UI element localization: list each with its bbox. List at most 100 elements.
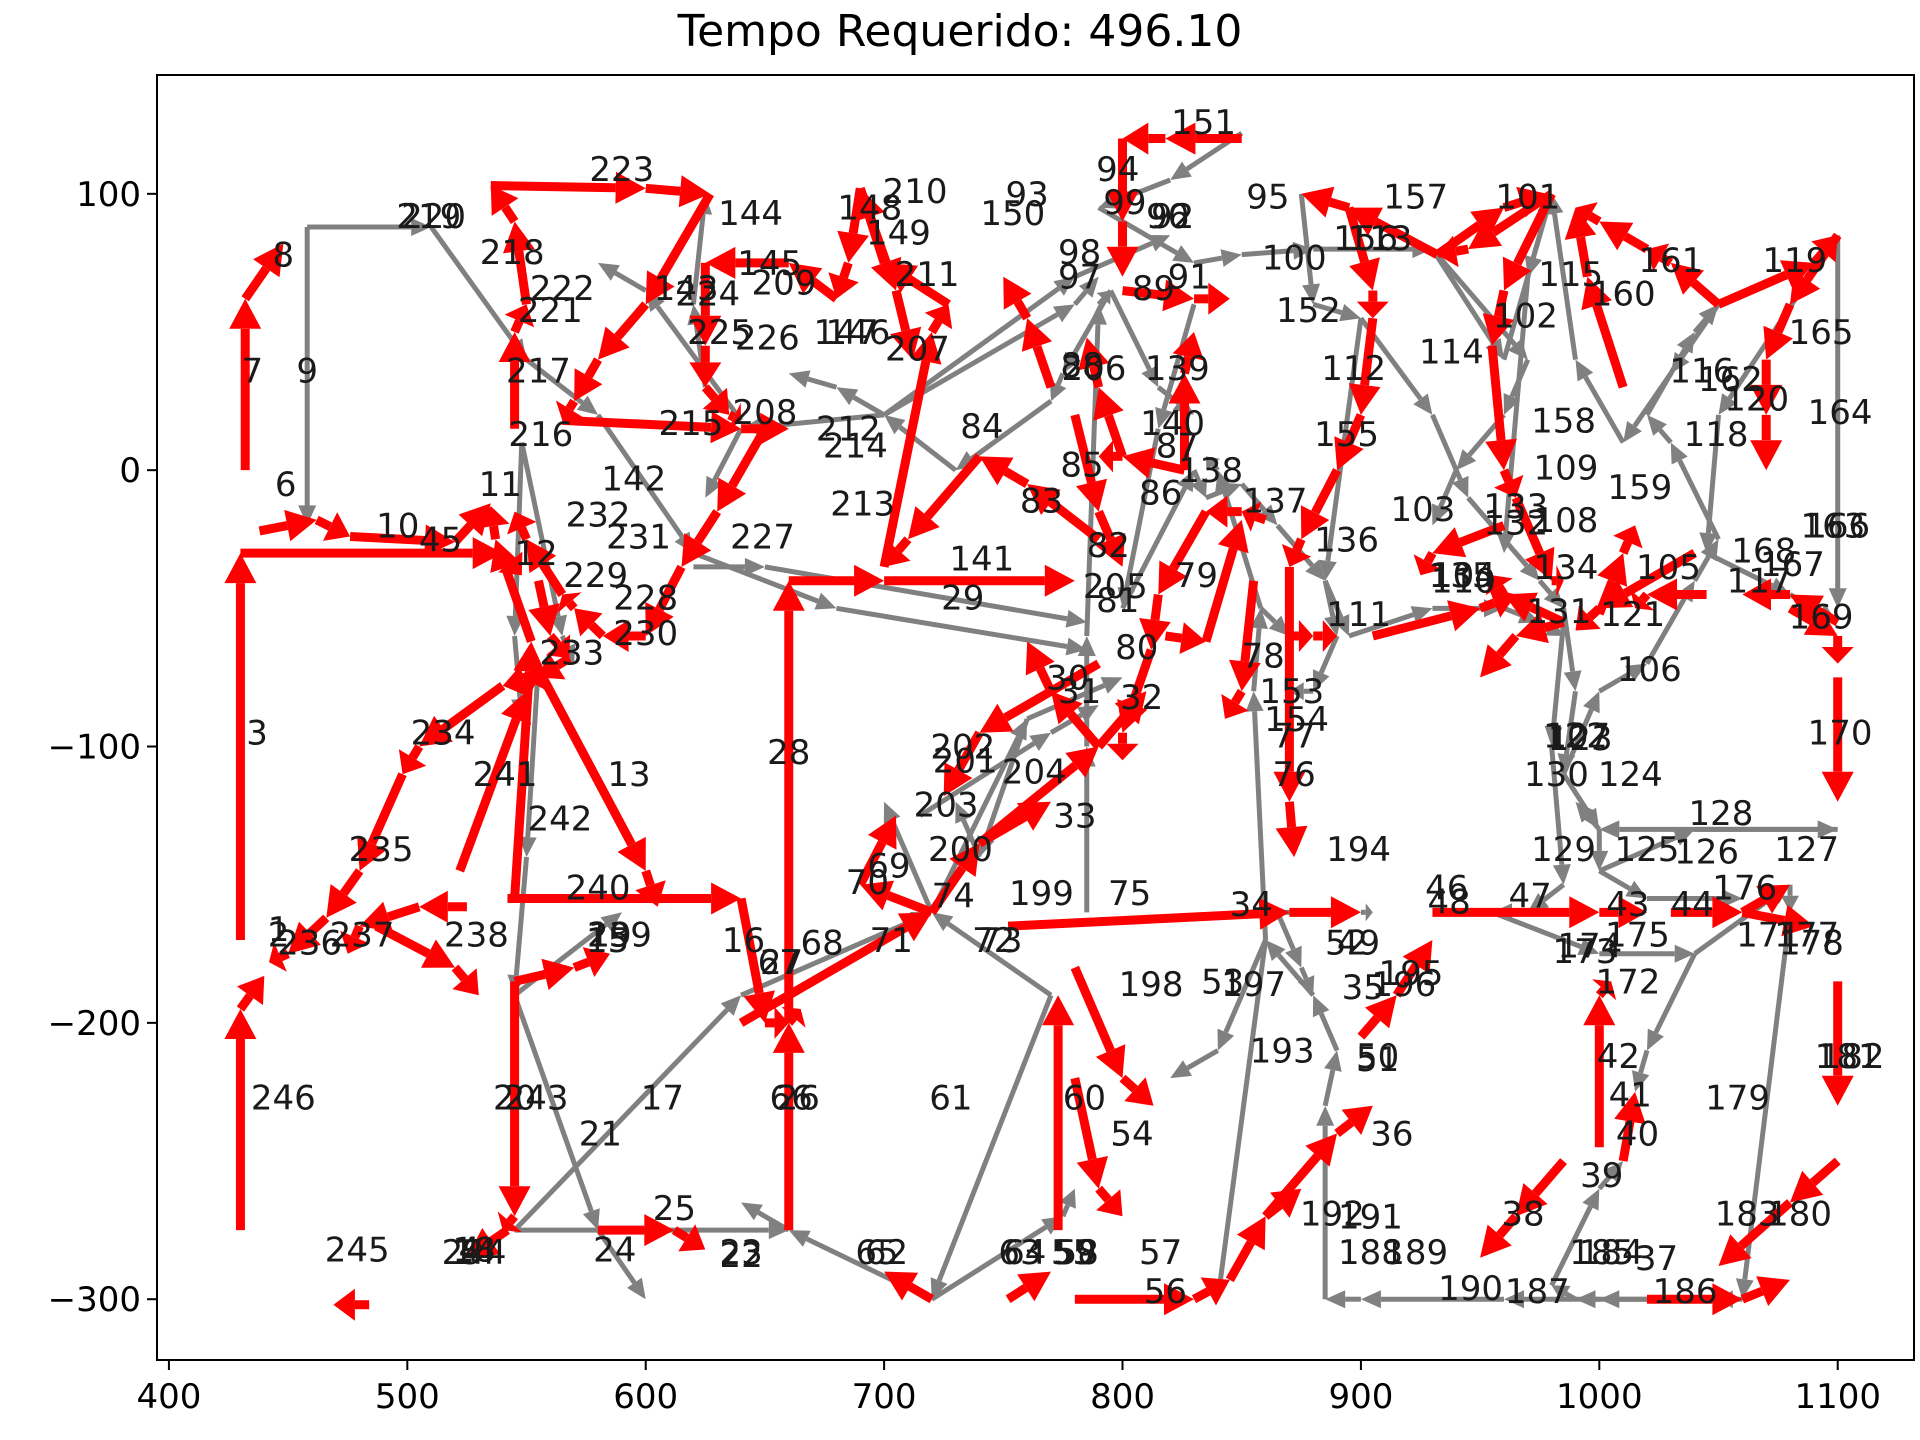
route-arrowhead xyxy=(1096,1189,1123,1217)
node-label: 246 xyxy=(251,1078,316,1118)
route-arrowhead xyxy=(528,603,560,636)
route-segment xyxy=(1549,1205,1593,1287)
node-label: 190 xyxy=(1438,1269,1503,1309)
route-segment xyxy=(1150,593,1163,621)
route-arrowhead xyxy=(1756,1276,1790,1306)
node-label: 89 xyxy=(1132,269,1175,309)
route-arrowhead xyxy=(1543,587,1564,609)
node-label: 120 xyxy=(1724,379,1789,419)
route-arrowhead xyxy=(1297,975,1315,996)
node-label: 68 xyxy=(801,924,844,964)
route-arrowhead xyxy=(600,912,622,932)
route-arrowhead xyxy=(1763,325,1793,360)
route-segment xyxy=(1677,459,1721,541)
node-label: 218 xyxy=(480,233,545,273)
route-arrowhead xyxy=(1155,407,1173,429)
route-arrowhead xyxy=(1750,440,1783,471)
x-tick-label: 1100 xyxy=(1794,1377,1881,1417)
node-label: 49 xyxy=(1337,924,1380,964)
node-label: 33 xyxy=(1053,797,1096,837)
node-label: 141 xyxy=(949,540,1014,580)
node-label: 98 xyxy=(1058,233,1101,273)
route-segment xyxy=(671,1226,690,1242)
route-segment xyxy=(524,357,584,405)
node-label: 24 xyxy=(593,1230,636,1270)
route-arrowhead xyxy=(1316,1105,1335,1126)
node-label: 233 xyxy=(539,634,604,674)
route-segment xyxy=(1532,1158,1567,1197)
x-tick-label: 800 xyxy=(1090,1377,1155,1417)
route-arrowhead xyxy=(1170,161,1192,180)
node-label: 182 xyxy=(1820,1037,1885,1077)
route-arrowhead xyxy=(1575,605,1601,631)
route-arrowhead xyxy=(1029,732,1051,751)
route-arrowhead xyxy=(357,837,387,871)
route-segment xyxy=(1496,633,1520,658)
route-segment xyxy=(1371,611,1453,641)
route-segment xyxy=(1193,255,1223,266)
route-arrowhead xyxy=(1245,691,1264,712)
node-label: 132 xyxy=(1483,504,1548,544)
node-label: 129 xyxy=(1531,830,1596,870)
node-label: 39 xyxy=(1580,1156,1623,1196)
route-arrowhead xyxy=(1325,1290,1346,1309)
node-label: 35 xyxy=(1342,968,1385,1008)
node-label: 3 xyxy=(246,714,268,754)
node-label: 100 xyxy=(1262,238,1327,278)
route-arrowhead xyxy=(298,505,317,526)
route-arrowhead xyxy=(890,326,922,360)
route-segment xyxy=(488,1226,510,1245)
node-label: 149 xyxy=(866,214,931,254)
route-segment xyxy=(1104,414,1127,458)
route-segment xyxy=(1322,579,1344,619)
route-segment xyxy=(1186,1048,1220,1071)
route-segment xyxy=(1344,413,1366,445)
route-arrowhead xyxy=(1603,1161,1624,1183)
route-segment xyxy=(1239,482,1267,512)
route-arrowhead xyxy=(1098,440,1113,473)
node-label: 225 xyxy=(687,313,752,353)
node-label: 107 xyxy=(1545,716,1610,756)
node-label: 8 xyxy=(273,236,295,276)
route-segment xyxy=(1692,555,1711,582)
node-label: 205 xyxy=(1083,567,1148,607)
node-label: 201 xyxy=(933,741,998,781)
route-segment xyxy=(1251,628,1262,692)
node-label: 231 xyxy=(606,517,671,557)
node-label: 161 xyxy=(1638,241,1703,281)
node-label: 66 xyxy=(770,1078,813,1118)
route-segment xyxy=(1060,1204,1070,1218)
node-label: 96 xyxy=(1146,197,1189,237)
route-arrowhead xyxy=(1257,504,1278,526)
route-arrowhead xyxy=(1053,304,1075,323)
node-label: 6 xyxy=(275,465,297,505)
route-arrowhead xyxy=(518,836,537,858)
route-segment xyxy=(367,772,407,846)
route-arrowhead xyxy=(1332,614,1350,636)
route-arrowhead xyxy=(1162,279,1194,312)
route-arrowhead xyxy=(1630,589,1655,611)
node-label: 13 xyxy=(607,755,650,795)
route-arrowhead xyxy=(868,815,897,850)
route-segment xyxy=(1191,1287,1211,1304)
route-segment xyxy=(490,181,616,193)
node-label: 124 xyxy=(1598,755,1663,795)
route-arrowhead xyxy=(1432,503,1449,526)
route-segment xyxy=(1241,248,1294,258)
route-arrowhead xyxy=(501,691,532,725)
route-segment xyxy=(1632,372,1673,428)
route-arrowhead xyxy=(1821,1075,1854,1106)
node-label: 70 xyxy=(846,863,889,903)
node-label: 23 xyxy=(719,1233,762,1273)
route-arrowhead xyxy=(644,1214,675,1247)
route-arrowhead xyxy=(768,1221,789,1240)
node-label: 90 xyxy=(1146,197,1189,237)
route-segment xyxy=(1490,190,1555,237)
route-segment xyxy=(1128,648,1156,706)
route-segment xyxy=(848,187,865,234)
route-arrowhead xyxy=(1447,600,1481,632)
node-label: 210 xyxy=(883,172,948,212)
node-label: 154 xyxy=(1264,700,1329,740)
route-segment xyxy=(856,186,891,264)
route-arrowhead xyxy=(224,1009,257,1039)
